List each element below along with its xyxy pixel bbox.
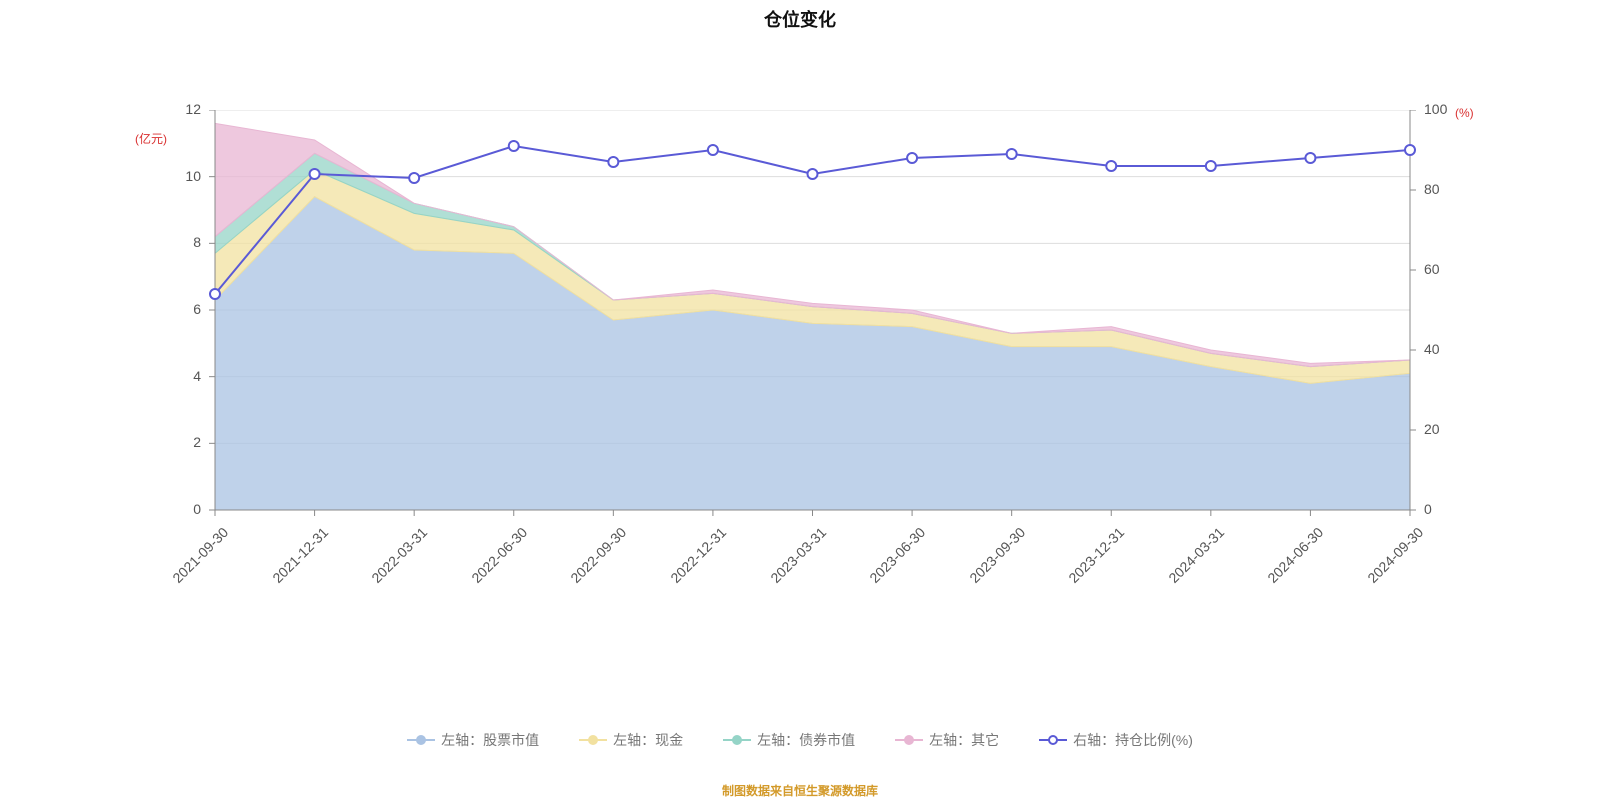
- x-tick-label: 2023-03-31: [750, 524, 828, 602]
- x-tick-label: 2022-12-31: [651, 524, 729, 602]
- x-tick-label: 2023-12-31: [1049, 524, 1127, 602]
- legend-item: 右轴：持仓比例(%): [1039, 730, 1193, 750]
- right-tick-label: 80: [1424, 181, 1440, 197]
- left-tick-label: 8: [193, 234, 201, 250]
- legend-item: 左轴：其它: [895, 730, 999, 750]
- x-tick-label: 2023-06-30: [850, 524, 928, 602]
- x-tick-label: 2023-09-30: [949, 524, 1027, 602]
- left-tick-label: 4: [193, 368, 201, 384]
- legend-label: 左轴：其它: [929, 730, 999, 750]
- legend-label: 左轴：现金: [613, 730, 683, 750]
- legend-marker-icon: [732, 735, 742, 745]
- chart-title: 仓位变化: [0, 6, 1600, 32]
- right-tick-label: 0: [1424, 501, 1432, 517]
- x-tick-label: 2022-09-30: [551, 524, 629, 602]
- legend-swatch: [723, 739, 751, 741]
- left-tick-label: 2: [193, 434, 201, 450]
- chart-container: { "title": "仓位变化", "left_axis_unit": "(亿…: [0, 0, 1600, 800]
- footer-credit: 制图数据来自恒生聚源数据库: [0, 782, 1600, 799]
- legend-swatch: [579, 739, 607, 741]
- right-tick-label: 60: [1424, 261, 1440, 277]
- legend-swatch: [407, 739, 435, 741]
- x-tick-label: 2021-12-31: [252, 524, 330, 602]
- legend-swatch: [1039, 739, 1067, 741]
- x-tick-label: 2021-09-30: [153, 524, 231, 602]
- legend-item: 左轴：现金: [579, 730, 683, 750]
- left-tick-label: 10: [185, 168, 201, 184]
- left-axis-unit: (亿元): [135, 130, 167, 147]
- left-tick-label: 12: [185, 101, 201, 117]
- left-tick-label: 0: [193, 501, 201, 517]
- x-tick-label: 2024-06-30: [1248, 524, 1326, 602]
- legend-item: 左轴：股票市值: [407, 730, 539, 750]
- legend-item: 左轴：债券市值: [723, 730, 855, 750]
- legend-label: 右轴：持仓比例(%): [1073, 730, 1193, 750]
- left-tick-label: 6: [193, 301, 201, 317]
- legend-label: 左轴：债券市值: [757, 730, 855, 750]
- legend-marker-icon: [416, 735, 426, 745]
- legend-marker-icon: [1048, 735, 1058, 745]
- right-axis-unit: (%): [1455, 106, 1474, 120]
- x-tick-label: 2024-09-30: [1348, 524, 1426, 602]
- x-tick-label: 2024-03-31: [1149, 524, 1227, 602]
- legend-marker-icon: [588, 735, 598, 745]
- x-tick-label: 2022-03-31: [352, 524, 430, 602]
- legend-marker-icon: [904, 735, 914, 745]
- legend: 左轴：股票市值 左轴：现金 左轴：债券市值 左轴：其它 右轴：持仓比例(%): [0, 730, 1600, 750]
- legend-swatch: [895, 739, 923, 741]
- legend-label: 左轴：股票市值: [441, 730, 539, 750]
- right-tick-label: 20: [1424, 421, 1440, 437]
- plot-area: [209, 110, 1416, 518]
- x-tick-label: 2022-06-30: [452, 524, 530, 602]
- right-tick-label: 40: [1424, 341, 1440, 357]
- right-tick-label: 100: [1424, 101, 1447, 117]
